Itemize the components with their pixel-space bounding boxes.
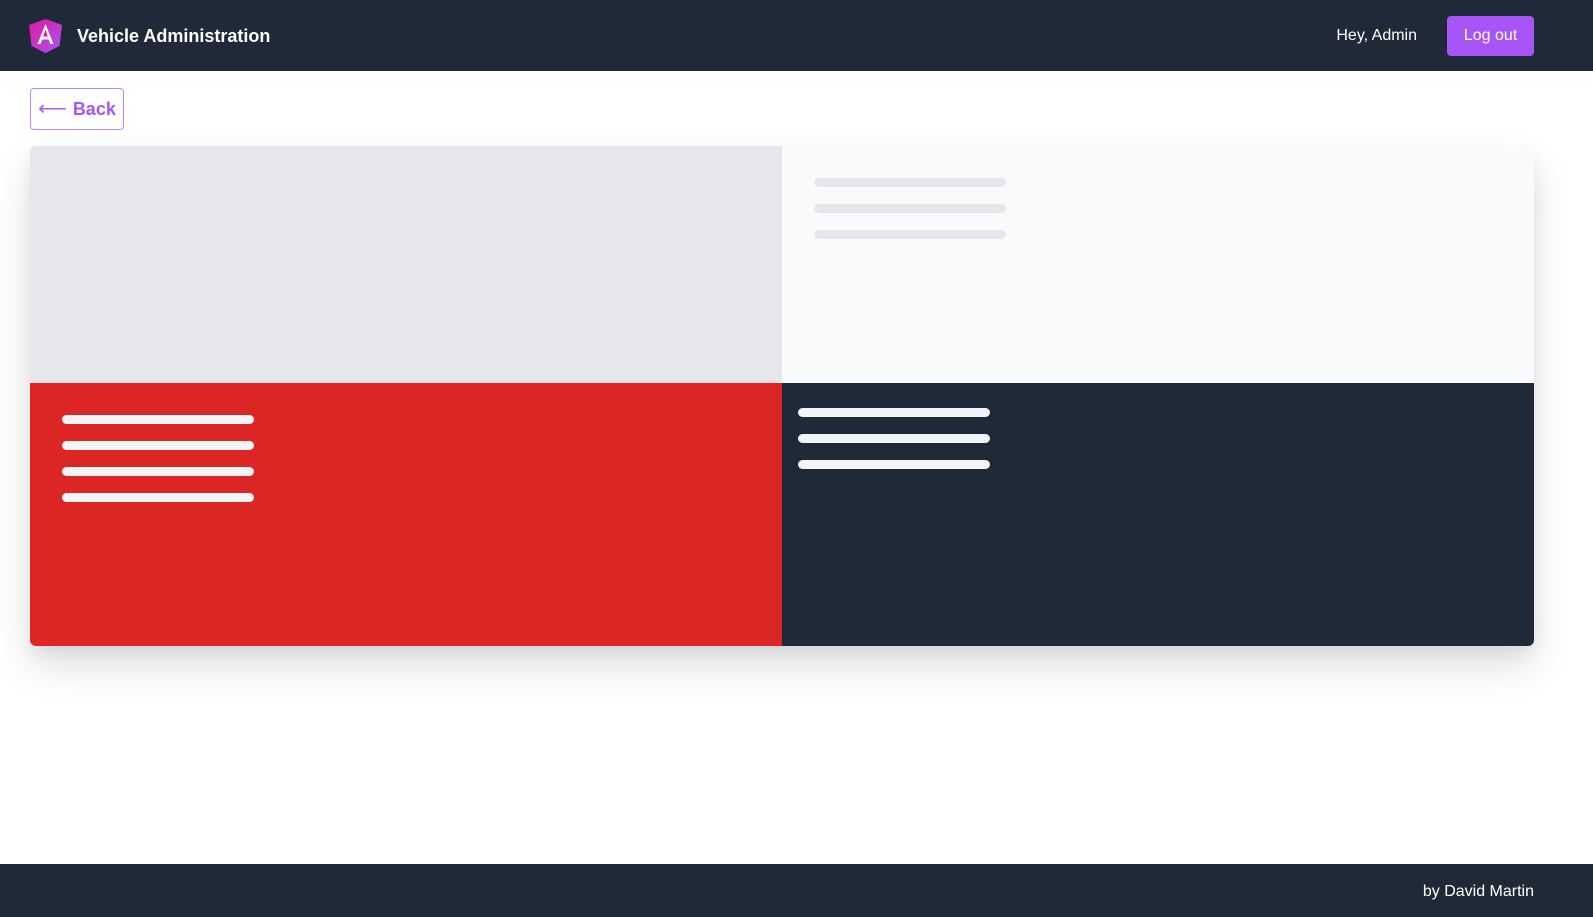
angular-logo-icon[interactable] bbox=[29, 19, 62, 53]
skeleton-line bbox=[814, 230, 1006, 239]
image-placeholder bbox=[30, 146, 782, 383]
back-button[interactable]: ⟵ Back bbox=[30, 88, 124, 130]
skeleton-line bbox=[62, 415, 254, 424]
skeleton-line bbox=[62, 441, 254, 450]
footer-credit: by David Martin bbox=[1422, 883, 1534, 900]
status-placeholder bbox=[30, 383, 782, 646]
app-title: Vehicle Administration bbox=[77, 26, 271, 46]
skeleton-line bbox=[62, 467, 254, 476]
info-placeholder bbox=[782, 383, 1534, 646]
top-nav-bar: Vehicle Administration Hey, Admin Log ou… bbox=[0, 0, 1593, 71]
arrow-left-icon: ⟵ bbox=[38, 98, 67, 120]
vehicle-detail-card-skeleton bbox=[30, 146, 1534, 646]
footer: by David Martin bbox=[0, 864, 1593, 917]
back-button-label: Back bbox=[72, 98, 116, 119]
skeleton-line bbox=[814, 178, 1006, 187]
skeleton-line bbox=[798, 460, 990, 469]
details-placeholder bbox=[782, 146, 1534, 383]
skeleton-line bbox=[814, 204, 1006, 213]
skeleton-line bbox=[798, 434, 990, 443]
user-greeting: Hey, Admin bbox=[1336, 27, 1417, 44]
skeleton-line bbox=[62, 493, 254, 502]
skeleton-line bbox=[798, 408, 990, 417]
logout-button[interactable]: Log out bbox=[1447, 16, 1534, 56]
